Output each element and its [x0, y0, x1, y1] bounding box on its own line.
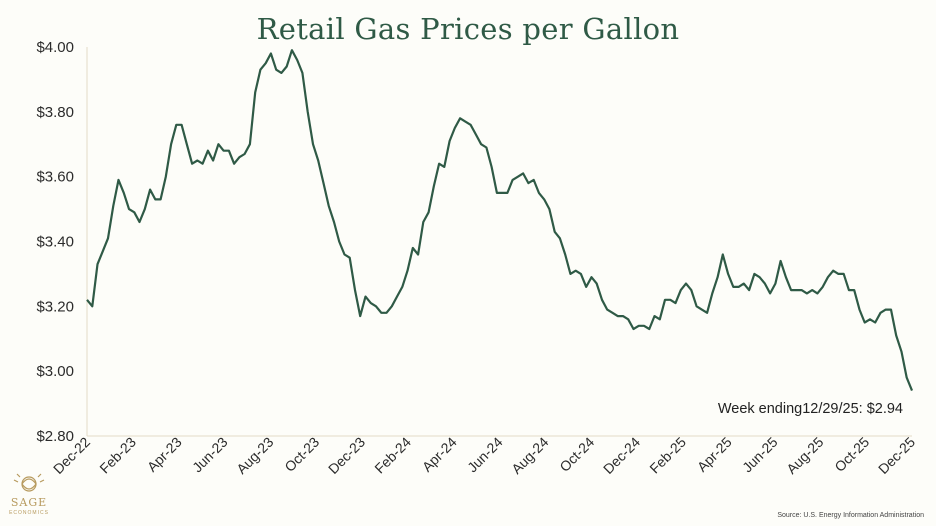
y-tick-label: $4.00: [36, 39, 74, 56]
x-tick-label: Aug-24: [508, 434, 551, 477]
source-note: Source: U.S. Energy Information Administ…: [777, 512, 924, 519]
x-tick-label: Dec-25: [875, 434, 918, 477]
x-tick-label: Aug-25: [783, 434, 826, 477]
x-tick-label: Apr-24: [419, 434, 460, 475]
sage-leaf-icon: [13, 473, 45, 492]
logo-subtitle: ECONOMICS: [9, 510, 49, 516]
x-tick-label: Oct-23: [281, 434, 322, 475]
x-tick-label: Jun-25: [739, 434, 781, 476]
x-tick-label: Oct-24: [556, 434, 597, 475]
x-tick-label: Aug-23: [233, 434, 276, 477]
y-tick-label: $3.80: [36, 104, 74, 121]
y-tick-label: $3.40: [36, 234, 74, 251]
series-lines: [86, 49, 914, 392]
x-tick-label: Apr-25: [694, 434, 735, 475]
x-tick-label: Jun-24: [464, 434, 506, 476]
x-tick-label: Jun-23: [189, 434, 231, 476]
gas-price-line: [86, 49, 914, 392]
x-axis-ticks: Dec-22 Feb-23 Apr-23 Jun-23 Aug-23 Oct-23 Dec-…: [50, 434, 918, 477]
x-tick-label: Dec-24: [600, 434, 643, 477]
y-tick-label: $3.20: [36, 298, 74, 315]
y-axis-ticks: $2.80 $3.00 $3.20 $3.40 $3.60 $3.80 $4.00: [36, 39, 74, 445]
x-tick-label: Feb-24: [371, 434, 414, 477]
logo-wordmark: SAGE: [10, 496, 48, 509]
y-tick-label: $2.80: [36, 428, 74, 445]
chart-title: Retail Gas Prices per Gallon: [256, 12, 680, 46]
x-tick-label: Oct-25: [831, 434, 872, 475]
x-tick-label: Dec-23: [325, 434, 368, 477]
y-tick-label: $3.60: [36, 169, 74, 186]
x-tick-label: Apr-23: [144, 434, 185, 475]
chart-axes: [86, 47, 912, 437]
x-tick-label: Feb-25: [646, 434, 689, 477]
x-tick-label: Feb-23: [96, 434, 139, 477]
last-value-annotation: Week ending12/29/25: $2.94: [717, 401, 903, 417]
y-tick-label: $3.00: [36, 363, 74, 380]
